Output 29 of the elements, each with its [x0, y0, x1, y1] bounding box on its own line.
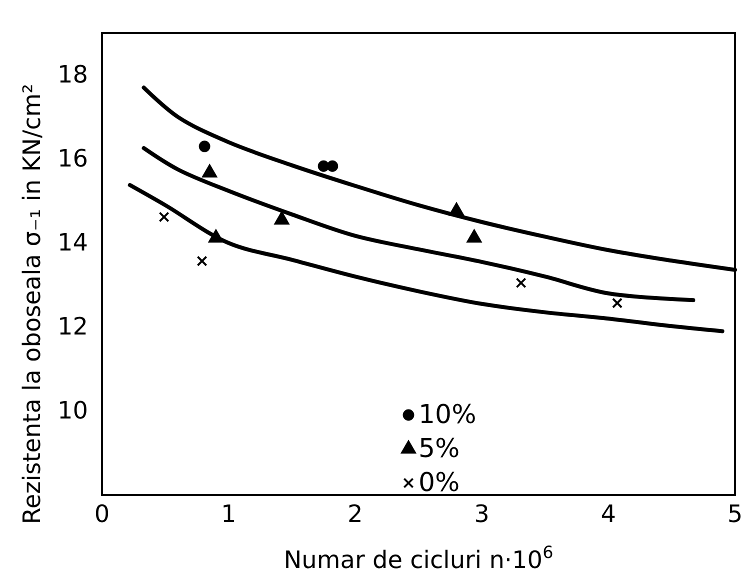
point — [196, 256, 208, 266]
x-tick-label: 0 — [94, 500, 110, 528]
legend-label: 10% — [418, 400, 476, 430]
x-tick-label: 1 — [220, 500, 236, 528]
point — [612, 298, 623, 308]
point — [516, 278, 526, 288]
y-tick-label: 10 — [57, 396, 88, 425]
y-axis-title: Rezistenta la oboseala σ₋₁ in KN/cm² — [18, 84, 46, 524]
point — [202, 164, 217, 178]
x-tick-label: 2 — [348, 500, 363, 528]
y-tick-label: 12 — [57, 312, 88, 341]
point — [318, 160, 330, 172]
point — [326, 160, 338, 172]
point — [158, 212, 170, 222]
y-tick-label: 18 — [57, 60, 88, 89]
point — [466, 230, 482, 243]
point — [208, 230, 224, 243]
point — [449, 202, 464, 216]
point — [274, 212, 290, 225]
y-tick-label: 14 — [57, 228, 88, 257]
x-tick-label: 4 — [600, 500, 616, 528]
point — [198, 140, 210, 152]
line-series — [128, 183, 724, 334]
x-tick-label: 5 — [727, 500, 743, 528]
x-axis-title: Numar de cicluri n·10$^{6}$ — [284, 542, 554, 574]
y-tick-label: 16 — [57, 144, 88, 173]
x-tick-label: 3 — [474, 500, 490, 528]
legend-label: 0% — [418, 468, 460, 498]
legend-label: 5% — [418, 434, 460, 464]
